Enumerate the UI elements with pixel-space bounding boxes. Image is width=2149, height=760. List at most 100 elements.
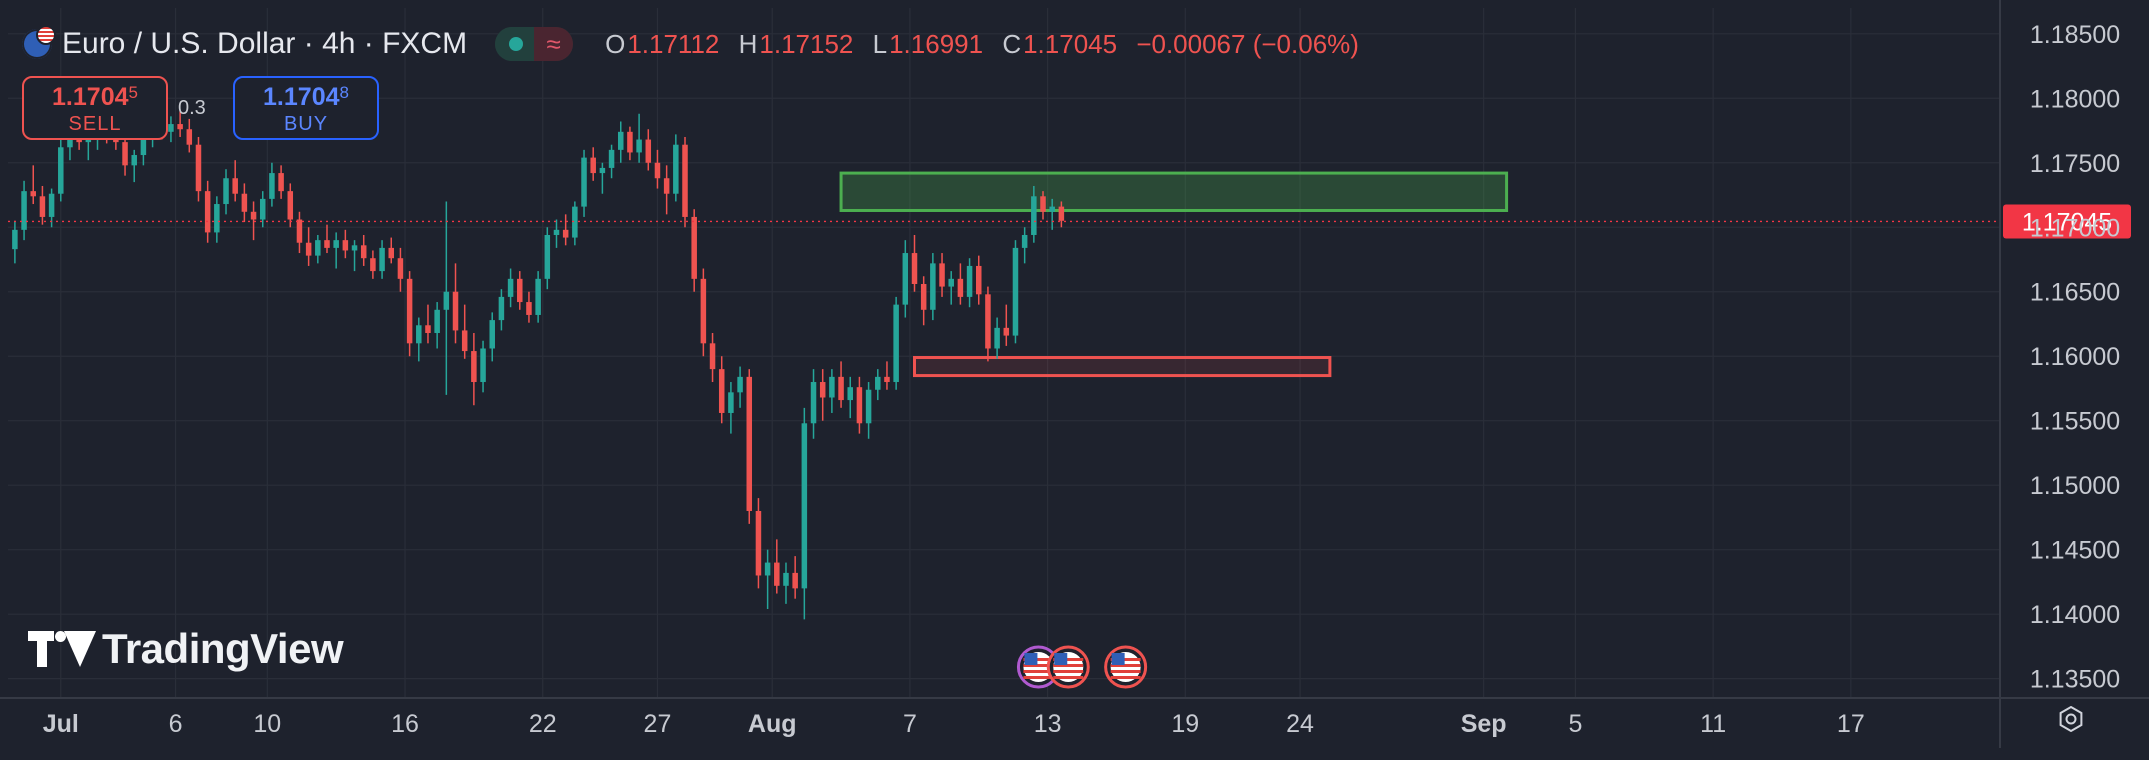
y-tick-label: 1.18000 xyxy=(2030,85,2120,113)
last-price-line: 1.17045 xyxy=(8,204,2131,239)
x-tick-label: Aug xyxy=(748,710,797,738)
x-tick-label: 24 xyxy=(1286,710,1314,738)
candle xyxy=(966,258,973,308)
candle xyxy=(1021,227,1028,264)
candle xyxy=(728,382,734,434)
y-tick-label: 1.13500 xyxy=(2030,666,2120,694)
x-tick-label: 6 xyxy=(169,710,183,738)
candle xyxy=(1049,198,1055,230)
candle xyxy=(342,229,349,259)
low-key: L xyxy=(872,28,888,59)
candle xyxy=(315,234,321,264)
spread-value: 0.3 xyxy=(178,97,206,119)
y-tick-label: 1.15500 xyxy=(2030,408,2120,436)
candle xyxy=(517,271,523,310)
candle xyxy=(920,276,927,326)
candle xyxy=(948,271,954,305)
y-tick-label: 1.14500 xyxy=(2030,537,2120,565)
close-value: 1.17045 xyxy=(1023,28,1118,59)
eur-usd-flag-icon[interactable] xyxy=(22,25,56,59)
symbol-title[interactable]: Euro / U.S. Dollar · 4h · FXCM xyxy=(62,27,468,60)
change-value: −0.00067 (−0.06%) xyxy=(1136,28,1359,59)
x-tick-label: 5 xyxy=(1568,710,1582,738)
candle xyxy=(1031,185,1037,243)
candle xyxy=(663,165,670,215)
candle xyxy=(691,209,697,292)
candle xyxy=(939,253,945,297)
candle xyxy=(296,211,303,254)
candle xyxy=(333,232,339,269)
y-tick-label: 1.16500 xyxy=(2030,279,2120,307)
candle xyxy=(865,382,872,439)
candle xyxy=(654,149,661,189)
x-tick-label: 10 xyxy=(253,710,281,738)
candle xyxy=(489,312,495,362)
candle xyxy=(526,291,532,323)
last-price-label: 1.17045 xyxy=(2022,208,2112,236)
candle xyxy=(39,185,46,225)
candle xyxy=(287,183,294,228)
candle xyxy=(801,407,808,620)
y-tick-label: 1.16000 xyxy=(2030,343,2120,371)
candle xyxy=(985,286,991,362)
tradingview-watermark[interactable]: TradingView xyxy=(28,624,344,674)
candle xyxy=(746,369,753,524)
candle xyxy=(673,134,679,202)
candle xyxy=(535,271,541,323)
candle xyxy=(902,240,909,318)
candle xyxy=(416,317,422,362)
candle xyxy=(608,144,615,179)
candle xyxy=(838,361,844,408)
candle xyxy=(507,268,514,308)
candle xyxy=(232,160,238,202)
candle xyxy=(572,201,578,246)
x-tick-label: 19 xyxy=(1171,710,1199,738)
support-zone[interactable] xyxy=(912,356,1332,378)
candle xyxy=(498,289,505,331)
candle xyxy=(259,191,266,228)
candle xyxy=(21,180,27,241)
candle xyxy=(599,162,606,194)
candle xyxy=(764,549,771,610)
candle xyxy=(810,369,817,439)
candle xyxy=(636,113,642,163)
x-tick-label: 13 xyxy=(1034,710,1062,738)
candle xyxy=(370,250,376,279)
open-value: 1.17112 xyxy=(627,28,720,59)
candle xyxy=(856,376,863,434)
candle xyxy=(471,333,477,406)
buy-button[interactable]: 1.17048 BUY xyxy=(233,76,379,140)
zones xyxy=(839,171,1509,378)
candle xyxy=(379,240,385,279)
candle xyxy=(829,369,835,413)
candle xyxy=(581,149,587,217)
candle xyxy=(241,183,248,223)
events[interactable] xyxy=(1016,645,1148,689)
buy-label: BUY xyxy=(283,113,329,135)
chart-legend[interactable]: Euro / U.S. Dollar · 4h · FXCM ≈ O1.1711… xyxy=(22,22,1371,66)
us-flag-icon[interactable] xyxy=(1046,645,1090,689)
candle xyxy=(553,219,560,248)
low-value: 1.16991 xyxy=(889,28,984,59)
tradingview-logo-icon xyxy=(28,631,96,667)
candle xyxy=(360,234,367,266)
candle xyxy=(388,237,395,264)
candle xyxy=(214,196,220,243)
sell-button[interactable]: 1.17045 SELL xyxy=(22,76,168,140)
y-tick-label: 1.18500 xyxy=(2030,21,2120,49)
resistance-zone[interactable] xyxy=(839,171,1509,212)
status-pill[interactable]: ≈ xyxy=(495,27,574,61)
ohlc-values: O1.17112 H1.17152 L1.16991 C1.17045 −0.0… xyxy=(605,29,1371,60)
settings-icon[interactable] xyxy=(2058,706,2084,732)
last-price-label-bg[interactable] xyxy=(2003,204,2131,239)
us-flag-icon[interactable] xyxy=(1104,645,1148,689)
candle xyxy=(819,369,826,421)
candle xyxy=(562,214,569,246)
candle xyxy=(1058,201,1065,228)
candle xyxy=(718,356,725,424)
candle xyxy=(847,376,853,419)
candle xyxy=(930,253,936,321)
candle xyxy=(443,201,450,395)
